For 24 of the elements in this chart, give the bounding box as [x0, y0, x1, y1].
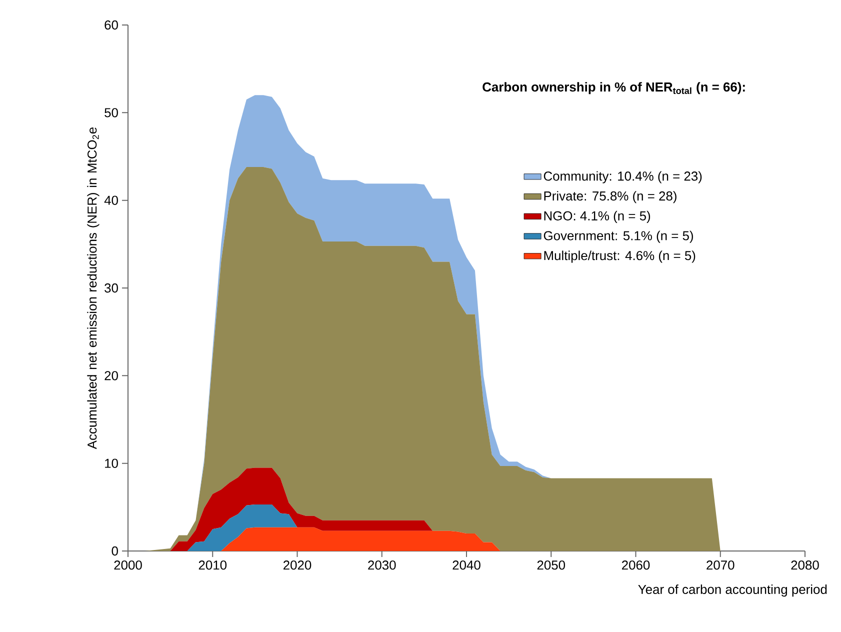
y-tick-label: 30	[104, 283, 118, 293]
legend-label: NGO: 4.1% (n = 5)	[544, 210, 650, 224]
y-tick-label: 50	[104, 108, 118, 118]
x-tick-label: 2000	[114, 560, 142, 570]
x-tick-label: 2080	[791, 560, 819, 570]
y-axis-title: Accumulated net emission reductions (NER) in MtCO$_{2}$e	[87, 127, 100, 450]
x-tick-label: 2010	[198, 560, 227, 570]
legend-label: Multiple/trust: 4.6% (n = 5)	[544, 250, 696, 263]
y-tick-label: 40	[104, 196, 118, 205]
x-tick-label: 2070	[706, 560, 734, 570]
legend-label: Private: 75.8% (n = 28)	[544, 191, 676, 204]
x-axis-title: Year of carbon accounting period	[638, 584, 827, 597]
legend-label: Community: 10.4% (n = 23)	[544, 171, 702, 184]
y-tick-label: 20	[104, 371, 118, 380]
x-tick-label: 2020	[284, 560, 312, 570]
y-tick-label: 10	[105, 458, 118, 468]
text: Carbon ownership in % of NER$_{total}$ (n = 66):	[482, 82, 745, 94]
y-tick-label: 60	[104, 20, 118, 30]
x-tick-label: 2030	[368, 560, 396, 570]
x-tick-label: 2040	[452, 560, 480, 570]
x-tick-label: 2050	[537, 560, 566, 570]
x-tick-label: 2060	[622, 560, 650, 570]
legend-label: Government: 5.1% (n = 5)	[544, 230, 693, 243]
y-tick-label: 0	[112, 546, 118, 556]
